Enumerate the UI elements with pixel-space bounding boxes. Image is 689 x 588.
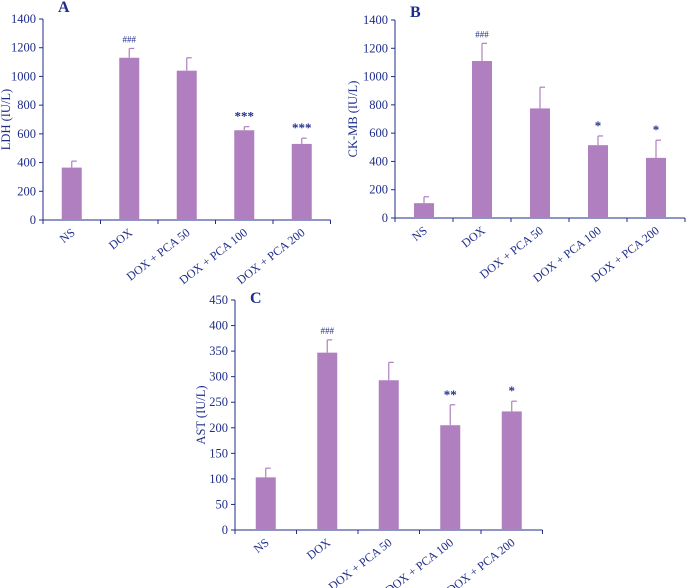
panel-c-bar (501, 411, 522, 530)
panel-c-label: C (250, 290, 262, 307)
panel-c-y-axis-label: AST (IU/L) (194, 385, 208, 444)
panel-a-y-tick-label: 1400 (11, 12, 36, 26)
panel-b-y-tick-label: 1200 (363, 41, 388, 55)
panel-b-bar (530, 108, 550, 218)
panel-c-y-tick-label: 350 (209, 344, 228, 358)
panel-c-bar (378, 380, 399, 530)
panel-b-significance-mark: ### (475, 29, 489, 39)
panel-c-y-tick-label: 150 (209, 446, 228, 460)
panel-c-category-label: DOX + PCA 50 (326, 535, 395, 588)
panel-c-category-label: DOX + PCA 100 (383, 535, 457, 588)
panel-c-y-tick-label: 400 (209, 319, 228, 333)
panel-c-significance-mark: * (509, 383, 516, 398)
panel-a-y-tick-label: 1000 (11, 69, 36, 83)
panel-b-y-tick-label: 200 (369, 183, 388, 197)
panel-b-y-tick-label: 1400 (363, 13, 388, 27)
panel-c-y-tick-label: 50 (216, 497, 229, 511)
panel-a-y-tick-label: 400 (17, 156, 36, 170)
panel-c-bar (440, 425, 461, 530)
panel-c-category-label: DOX + PCA 200 (444, 535, 518, 588)
panel-a-y-tick-label: 0 (30, 213, 36, 227)
panel-b-y-tick-label: 400 (369, 154, 388, 168)
panel-a-bar (61, 167, 82, 220)
panel-a-y-tick-label: 1200 (11, 41, 36, 55)
panel-b-bar (588, 145, 608, 218)
panel-a-y-tick-label: 200 (17, 184, 36, 198)
panel-b-y-tick-label: 800 (369, 98, 388, 112)
panel-c-y-tick-label: 250 (209, 395, 228, 409)
panel-c-y-tick-label: 200 (209, 421, 228, 435)
panel-b-y-tick-label: 1000 (363, 70, 388, 84)
panel-b-significance-mark: * (595, 118, 602, 133)
panel-c-significance-mark: ** (444, 387, 457, 402)
panel-a-y-tick-label: 800 (17, 98, 36, 112)
panel-a-bar (176, 70, 197, 220)
panel-c-bar (255, 477, 276, 530)
panel-c-bar (317, 352, 338, 530)
panel-a-bar (291, 143, 312, 220)
panel-a-label: A (58, 0, 70, 16)
panel-b-bar (646, 157, 666, 218)
panel-b-label: B (410, 4, 421, 21)
panel-c-category-label: DOX (304, 535, 333, 562)
panel-a-significance-mark: *** (292, 120, 312, 135)
panel-b-bar (414, 203, 434, 218)
panel-c-y-tick-label: 450 (209, 293, 228, 307)
panel-b-category-label: DOX (459, 223, 488, 250)
panel-a-significance-mark: *** (235, 109, 255, 124)
panel-c-y-tick-label: 100 (209, 472, 228, 486)
panel-c-y-tick-label: 300 (209, 370, 228, 384)
panel-a-category-label: DOX (106, 225, 135, 252)
panel-c-y-tick-label: 0 (222, 523, 228, 537)
panel-a-category-label: NS (57, 225, 78, 245)
panel-a-y-axis-label: LDH (IU/L) (0, 89, 13, 150)
panel-a-bar (234, 130, 255, 220)
panel-a-bar (119, 57, 140, 221)
panel-b-y-axis-label: CK-MB (IU/L) (346, 81, 360, 158)
panel-b-category-label: NS (409, 223, 430, 243)
panel-b-y-tick-label: 0 (382, 211, 388, 225)
panel-c-significance-mark: ### (321, 326, 335, 336)
panel-b-significance-mark: * (653, 122, 660, 137)
panel-c-category-label: NS (251, 535, 272, 555)
panel-a-significance-mark: ### (123, 34, 137, 44)
panel-a-y-tick-label: 600 (17, 127, 36, 141)
panel-b-y-tick-label: 600 (369, 126, 388, 140)
panel-b-bar (472, 61, 492, 219)
